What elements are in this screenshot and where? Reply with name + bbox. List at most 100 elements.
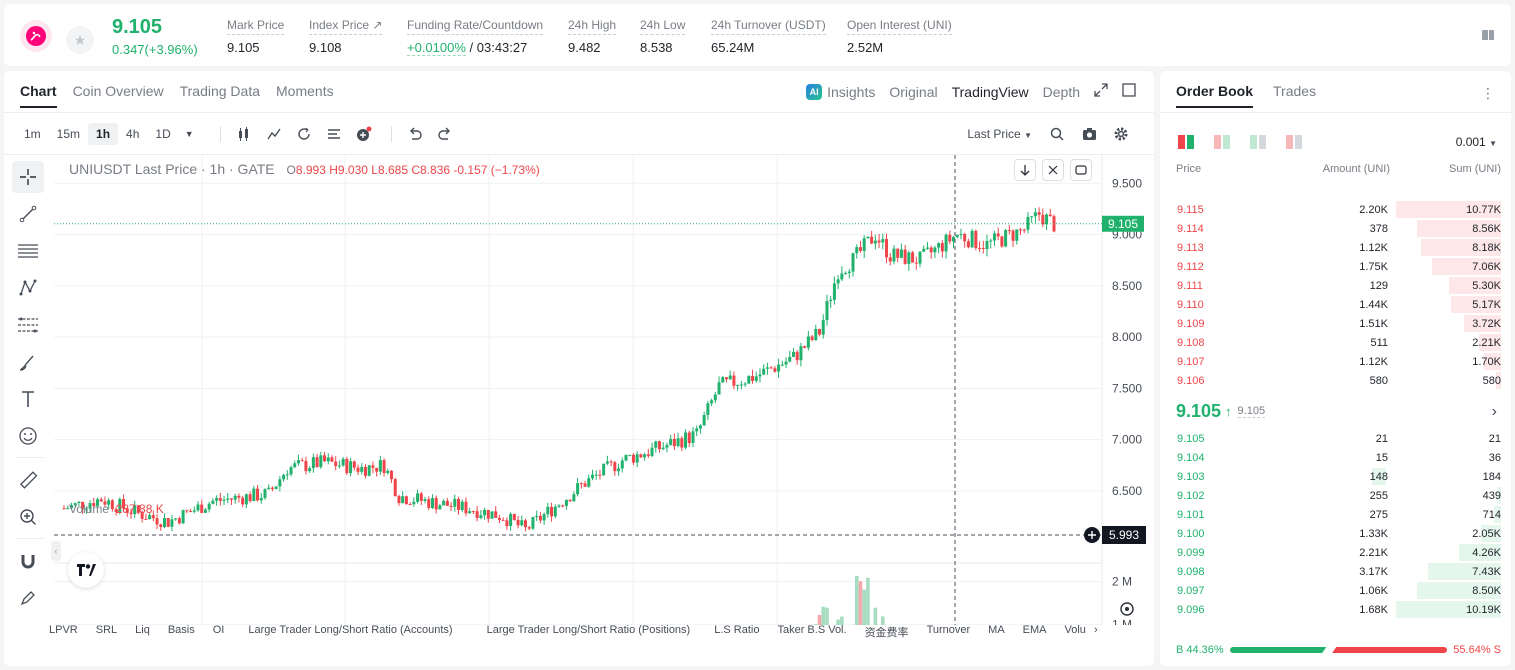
grouped-view-icon[interactable] xyxy=(1286,135,1302,149)
book-row[interactable]: 9.104 15 36 xyxy=(1168,448,1501,467)
text-icon[interactable] xyxy=(12,383,44,415)
bids-view-icon[interactable] xyxy=(1250,135,1266,149)
arrow-down-icon[interactable] xyxy=(1014,159,1036,181)
zoom-in-icon[interactable] xyxy=(12,501,44,533)
candle xyxy=(713,394,717,401)
book-row[interactable]: 9.115 2.20K 10.77K xyxy=(1168,200,1501,219)
window-icon[interactable] xyxy=(1122,83,1136,100)
timeframe-dropdown-icon[interactable]: ▼ xyxy=(184,129,194,139)
timeframe-1m[interactable]: 1m xyxy=(24,127,41,141)
replay-icon[interactable] xyxy=(296,126,312,142)
camera-icon[interactable] xyxy=(1081,126,1097,142)
tab-trading-data[interactable]: Trading Data xyxy=(179,83,261,99)
horizontal-lines-icon[interactable] xyxy=(12,235,44,267)
tab-coin-overview[interactable]: Coin Overview xyxy=(72,83,164,99)
candle xyxy=(981,247,985,249)
search-icon[interactable] xyxy=(1049,126,1065,142)
both-sides-view-icon[interactable] xyxy=(1178,135,1194,149)
insights-button[interactable]: AI Insights xyxy=(806,83,875,100)
timeframe-1h[interactable]: 1h xyxy=(88,123,119,145)
more-menu-icon[interactable]: ⋮ xyxy=(1481,85,1495,101)
tab-order-book[interactable]: Order Book xyxy=(1176,83,1253,108)
timeframe-15m[interactable]: 15m xyxy=(56,127,81,141)
brush-icon[interactable] xyxy=(12,346,44,378)
book-icon[interactable] xyxy=(1481,28,1495,42)
indicator-ls-accounts[interactable]: Large Trader Long/Short Ratio (Accounts) xyxy=(248,624,453,636)
indicator-funding[interactable]: 资金费率 xyxy=(864,627,909,639)
tab-chart[interactable]: Chart xyxy=(20,83,57,108)
book-row[interactable]: 9.101 275 714 xyxy=(1168,505,1501,524)
book-row[interactable]: 9.102 255 439 xyxy=(1168,486,1501,505)
book-row[interactable]: 9.107 1.12K 1.70K xyxy=(1168,352,1501,371)
last-price-select[interactable]: Last Price ▼ xyxy=(967,127,1032,141)
timeframe-4h[interactable]: 4h xyxy=(126,127,140,141)
indicator-srl[interactable]: SRL xyxy=(95,624,118,636)
book-row[interactable]: 9.099 2.21K 4.26K xyxy=(1168,543,1501,562)
list-icon[interactable] xyxy=(326,126,342,142)
tab-tradingview[interactable]: TradingView xyxy=(951,83,1029,100)
indicator-turnover[interactable]: Turnover xyxy=(926,624,971,636)
tab-moments[interactable]: Moments xyxy=(276,83,334,99)
chevron-right-icon[interactable]: › xyxy=(1491,402,1497,420)
indicator-liq[interactable]: Liq xyxy=(135,624,150,636)
candle xyxy=(95,499,99,507)
book-amount: 1.33K xyxy=(1359,527,1388,540)
collapse-left-icon[interactable]: ‹ xyxy=(51,541,61,561)
book-row[interactable]: 9.113 1.12K 8.18K xyxy=(1168,238,1501,257)
indicators-icon[interactable] xyxy=(266,126,282,142)
indicator-lpvr[interactable]: LPVR xyxy=(49,624,78,636)
book-row[interactable]: 9.098 3.17K 7.43K xyxy=(1168,562,1501,581)
indicator-ma[interactable]: MA xyxy=(988,624,1005,636)
crosshair-icon[interactable] xyxy=(12,161,44,193)
index-price-stat[interactable]: Index Price ↗ 9.108 xyxy=(309,18,383,55)
add-indicator-icon[interactable] xyxy=(356,126,372,142)
emoji-icon[interactable] xyxy=(12,420,44,452)
book-row[interactable]: 9.106 580 580 xyxy=(1168,371,1501,390)
fib-icon[interactable] xyxy=(12,309,44,341)
indicator-taker-vol[interactable]: Taker B.S Vol. xyxy=(777,624,847,636)
indicator-ema[interactable]: EMA xyxy=(1022,624,1047,636)
undo-icon[interactable] xyxy=(407,126,423,142)
book-row[interactable]: 9.110 1.44K 5.17K xyxy=(1168,295,1501,314)
expand-icon[interactable] xyxy=(1094,83,1108,100)
book-row[interactable]: 9.097 1.06K 8.50K xyxy=(1168,581,1501,600)
redo-icon[interactable] xyxy=(437,126,453,142)
asks-view-icon[interactable] xyxy=(1214,135,1230,149)
book-row[interactable]: 9.105 21 21 xyxy=(1168,429,1501,448)
ruler-icon[interactable] xyxy=(12,464,44,496)
settings-gear-icon[interactable] xyxy=(1113,126,1129,142)
collapse-icon[interactable] xyxy=(1042,159,1064,181)
book-row[interactable]: 9.109 1.51K 3.72K xyxy=(1168,314,1501,333)
candle xyxy=(315,457,319,467)
indicator-vol[interactable]: Volu xyxy=(1064,624,1086,636)
precision-select[interactable]: 0.001 ▼ xyxy=(1455,135,1497,149)
timeframe-1d[interactable]: 1D xyxy=(155,127,171,141)
chart-settings-icon[interactable] xyxy=(1118,600,1136,618)
favorite-star-icon[interactable]: ★ xyxy=(66,26,94,54)
tab-original[interactable]: Original xyxy=(889,83,938,100)
indicator-ls-ratio[interactable]: L.S Ratio xyxy=(714,624,760,636)
indicator-basis[interactable]: Basis xyxy=(167,624,195,636)
trend-line-icon[interactable] xyxy=(12,198,44,230)
candle-type-icon[interactable] xyxy=(236,126,252,142)
book-row[interactable]: 9.114 378 8.56K xyxy=(1168,219,1501,238)
book-row[interactable]: 9.103 148 184 xyxy=(1168,467,1501,486)
tab-depth[interactable]: Depth xyxy=(1042,83,1080,100)
book-row[interactable]: 9.112 1.75K 7.06K xyxy=(1168,257,1501,276)
indicator-ls-positions[interactable]: Large Trader Long/Short Ratio (Positions… xyxy=(486,624,691,636)
indicator-oi[interactable]: OI xyxy=(212,624,225,636)
book-row[interactable]: 9.100 1.33K 2.05K xyxy=(1168,524,1501,543)
book-row[interactable]: 9.096 1.68K 10.19K xyxy=(1168,600,1501,619)
pattern-icon[interactable] xyxy=(12,272,44,304)
book-row[interactable]: 9.108 511 2.21K xyxy=(1168,333,1501,352)
candle xyxy=(181,510,185,524)
pencil-lock-icon[interactable] xyxy=(12,582,44,614)
magnet-icon[interactable] xyxy=(12,545,44,577)
tab-trades[interactable]: Trades xyxy=(1273,83,1317,99)
swap-icon[interactable] xyxy=(1070,159,1092,181)
book-row[interactable]: 9.111 129 5.30K xyxy=(1168,276,1501,295)
candle xyxy=(974,230,978,248)
book-amount: 148 xyxy=(1369,470,1388,483)
chevron-right-icon[interactable]: › xyxy=(1093,624,1098,636)
